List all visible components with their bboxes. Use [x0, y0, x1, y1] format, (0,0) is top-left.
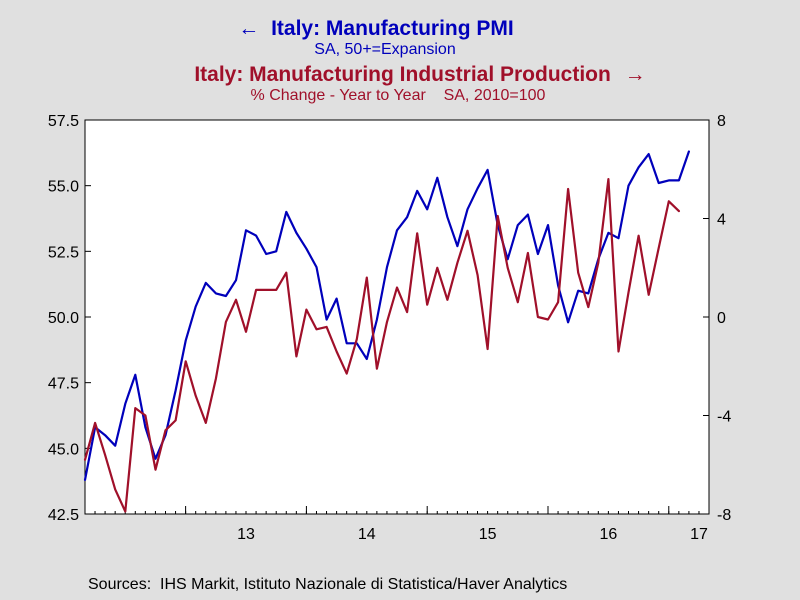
- series-layer: [83, 150, 691, 513]
- subtitle-pmi: SA, 50+=Expansion: [314, 41, 455, 58]
- title-production: Italy: Manufacturing Industrial Producti…: [194, 63, 645, 86]
- y-left-tick-label: 52.5: [48, 244, 79, 261]
- y-left-tick-label: 55.0: [48, 179, 79, 196]
- title-production-arrow: →: [625, 63, 646, 86]
- plot-area: [84, 119, 710, 515]
- x-tick-label: 16: [599, 526, 617, 543]
- series-line-production: [83, 178, 681, 513]
- y-left-tick-label: 47.5: [48, 376, 79, 393]
- y-left-tick-label: 57.5: [48, 113, 79, 130]
- x-tick-label: 14: [358, 526, 376, 543]
- y-right-tick-label: -4: [717, 409, 731, 426]
- y-left-tick-label: 45.0: [48, 441, 79, 458]
- title-pmi-text: Italy: Manufacturing PMI: [271, 17, 514, 40]
- x-tick-label: 15: [479, 526, 497, 543]
- title-production-text: Italy: Manufacturing Industrial Producti…: [194, 63, 611, 86]
- subtitle-production: % Change - Year to Year SA, 2010=100: [251, 87, 546, 104]
- y-right-tick-label: 0: [717, 310, 726, 327]
- y-left-tick-label: 42.5: [48, 507, 79, 524]
- x-tick-label: 13: [237, 526, 255, 543]
- title-pmi: ← Italy: Manufacturing PMI: [238, 17, 514, 40]
- x-tick-label: 17: [690, 526, 708, 543]
- chart-title-block: ← Italy: Manufacturing PMI SA, 50+=Expan…: [194, 17, 645, 104]
- y-right-tick-label: 4: [717, 212, 726, 229]
- source-note: Sources: IHS Markit, Istituto Nazionale …: [88, 576, 567, 593]
- y-left-tick-label: 50.0: [48, 310, 79, 327]
- series-line-pmi: [83, 150, 691, 481]
- y-right-tick-label: 8: [717, 113, 726, 130]
- title-pmi-arrow: ←: [238, 17, 259, 40]
- y-right-tick-label: -8: [717, 507, 731, 524]
- axes-layer: 42.5 45.0 47.5 50.0 52.5 55.0 57.5 -8 -4 0 4 8 13 14 1…: [48, 113, 731, 543]
